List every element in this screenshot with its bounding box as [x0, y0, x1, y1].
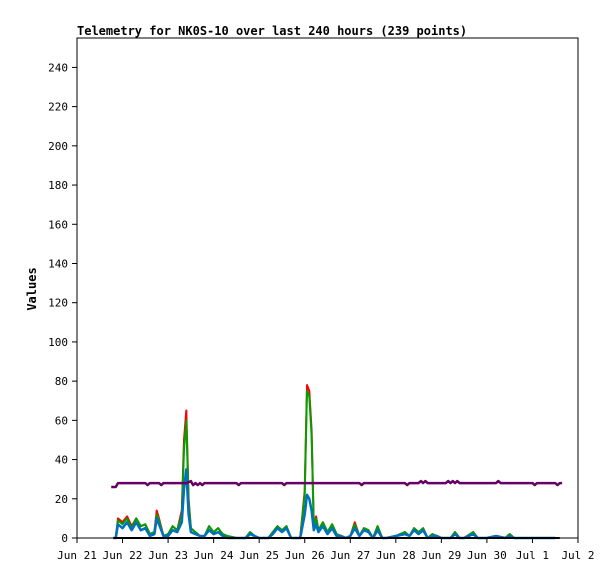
y-tick-label: 0	[61, 532, 68, 545]
x-tick-label: Jun 22	[103, 549, 143, 562]
series-line-4	[111, 479, 563, 489]
x-tick-label: Jun 30	[467, 549, 507, 562]
y-tick-label: 140	[48, 257, 68, 270]
y-tick-label: 80	[55, 375, 68, 388]
x-tick-label: Jun 23	[148, 549, 188, 562]
x-tick-label: Jul 1	[516, 549, 549, 562]
y-tick-label: 180	[48, 179, 68, 192]
series-layer	[111, 384, 563, 540]
y-tick-label: 120	[48, 297, 68, 310]
y-tick-label: 40	[55, 454, 68, 467]
series-line-2	[113, 468, 556, 540]
x-tick-label: Jun 29	[421, 549, 461, 562]
x-tick-label: Jun 21	[57, 549, 97, 562]
y-tick-label: 160	[48, 218, 68, 231]
x-axis: Jun 21 Jun 22 Jun 23 Jun 24 Jun 25 Jun 26 Jun …	[57, 538, 595, 562]
y-tick-label: 220	[48, 101, 68, 114]
y-tick-label: 240	[48, 61, 68, 74]
y-axis-label: Values	[25, 267, 39, 310]
x-tick-label: Jun 27	[330, 549, 370, 562]
y-tick-label: 100	[48, 336, 68, 349]
y-axis: 0 20 40 60 80 100 120 140 160 180 200 220 240	[48, 61, 77, 545]
chart-title: Telemetry for NK0S-10 over last 240 hour…	[77, 24, 467, 38]
x-tick-label: Jun 28	[376, 549, 416, 562]
x-tick-label: Jun 25	[239, 549, 279, 562]
y-tick-label: 60	[55, 414, 68, 427]
x-tick-label: Jul 2	[561, 549, 594, 562]
x-tick-label: Jun 26	[285, 549, 325, 562]
y-tick-label: 20	[55, 493, 68, 506]
plot-frame	[76, 37, 579, 539]
y-tick-label: 200	[48, 140, 68, 153]
x-tick-label: Jun 24	[194, 549, 234, 562]
